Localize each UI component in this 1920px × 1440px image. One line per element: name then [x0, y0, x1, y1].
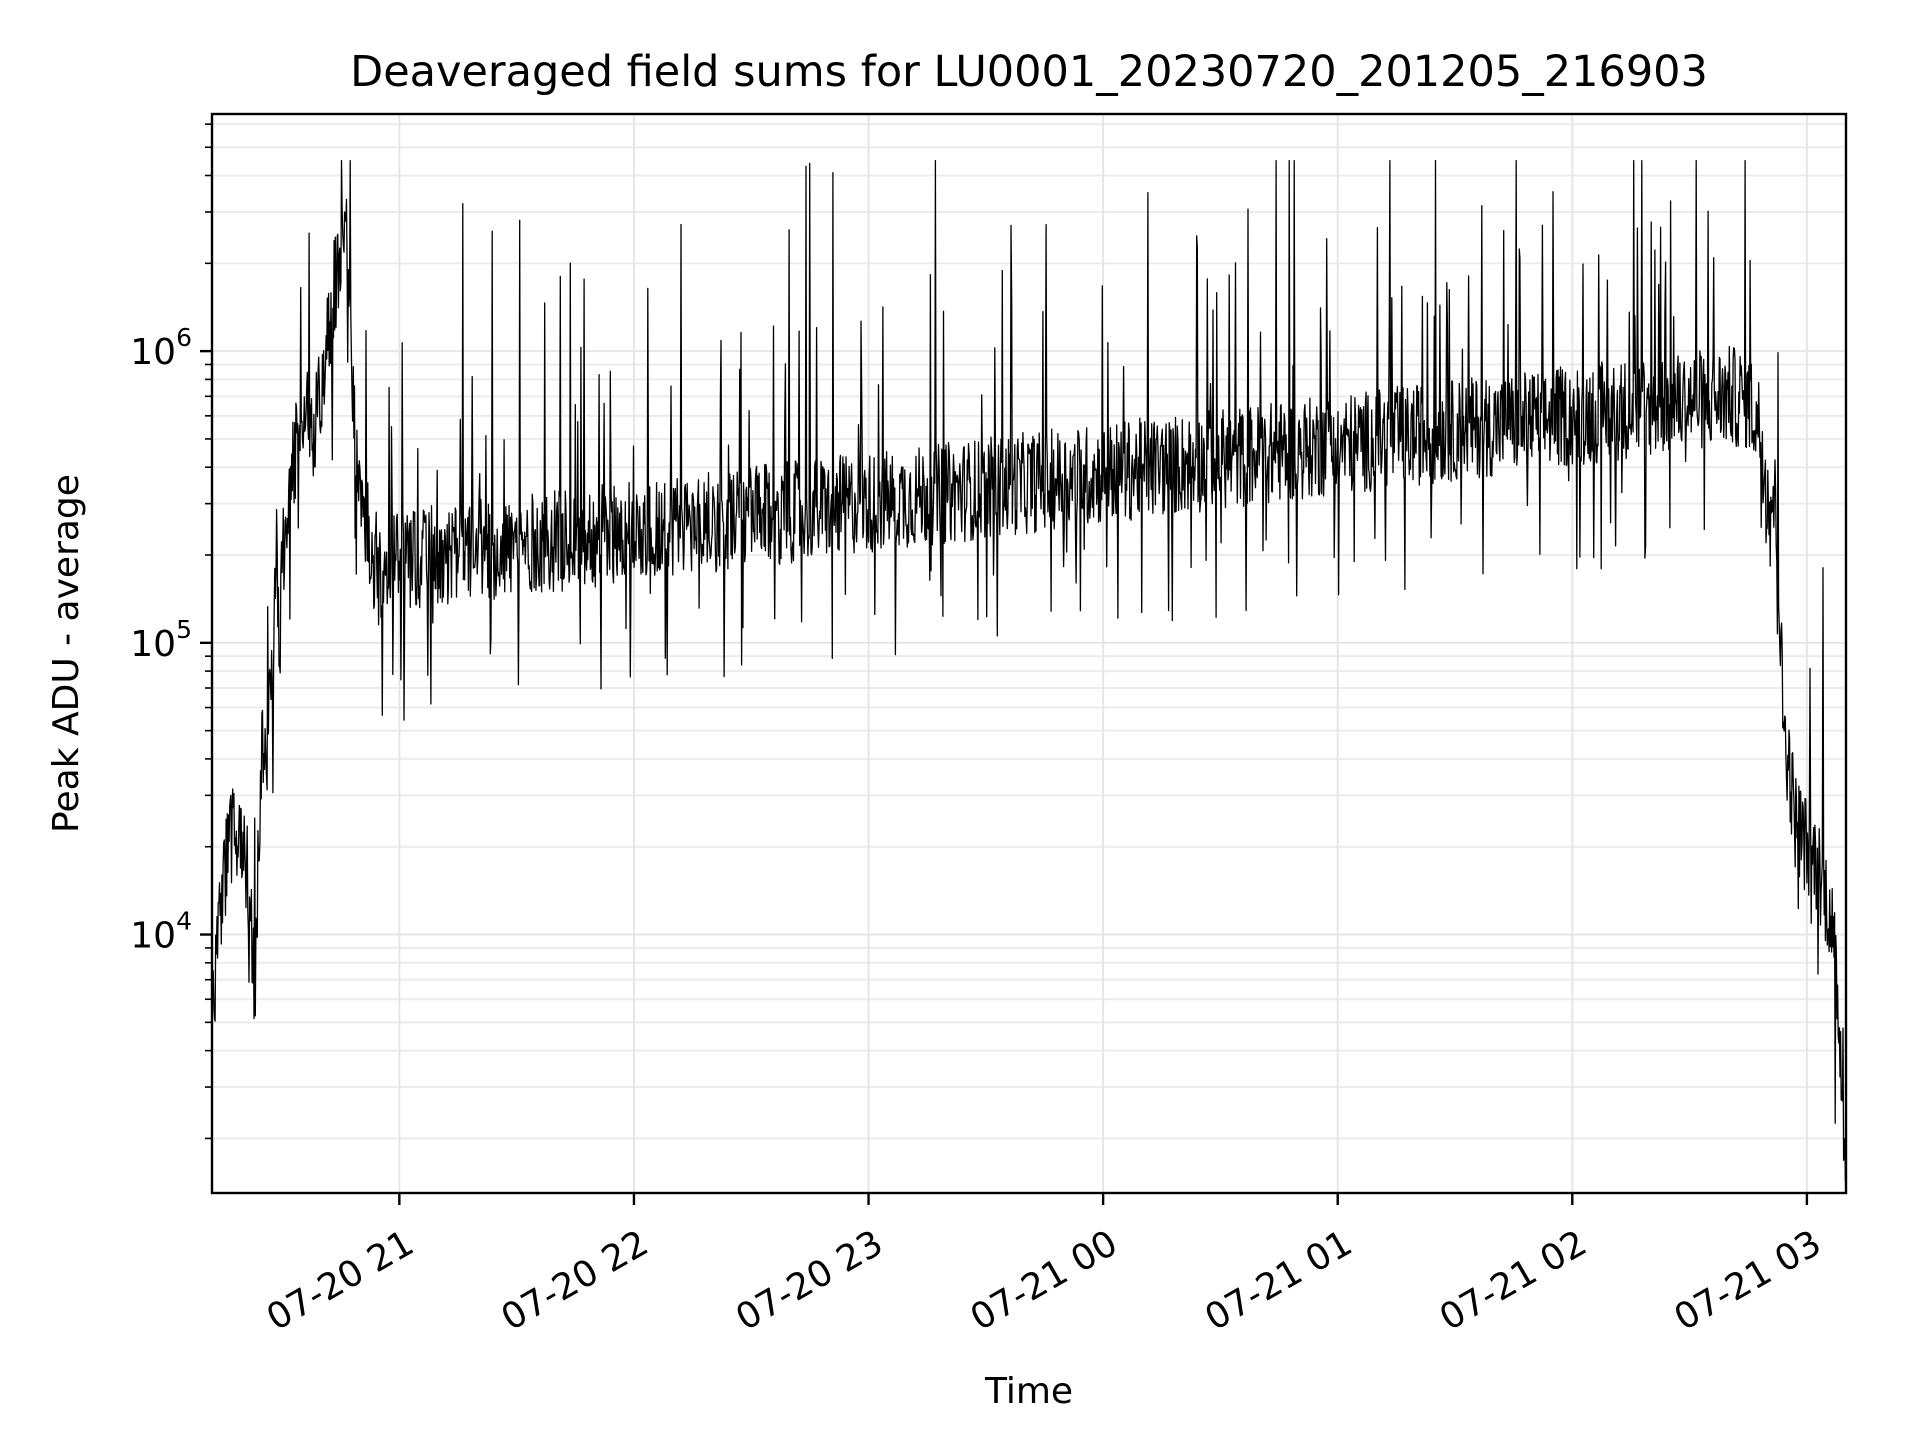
chart-title: Deaveraged field sums for LU0001_2023072… [350, 47, 1708, 97]
y-tick-base: 10 [130, 916, 176, 957]
y-tick-exponent: 5 [176, 615, 192, 644]
series-layer [211, 159, 1847, 1183]
y-tick-label: 105 [130, 615, 192, 665]
ticks [200, 123, 1809, 1205]
y-tick-label: 106 [130, 323, 192, 373]
y-tick-exponent: 6 [176, 323, 192, 352]
y-tick-base: 10 [130, 624, 176, 665]
y-tick-exponent: 4 [176, 907, 192, 936]
y-tick-base: 10 [130, 332, 176, 373]
y-axis-label: Peak ADU - average [46, 474, 87, 833]
axes-frame [210, 112, 1848, 1195]
x-axis-label: Time [984, 1371, 1073, 1412]
y-tick-label: 104 [130, 907, 192, 957]
series-line [211, 159, 1847, 1183]
